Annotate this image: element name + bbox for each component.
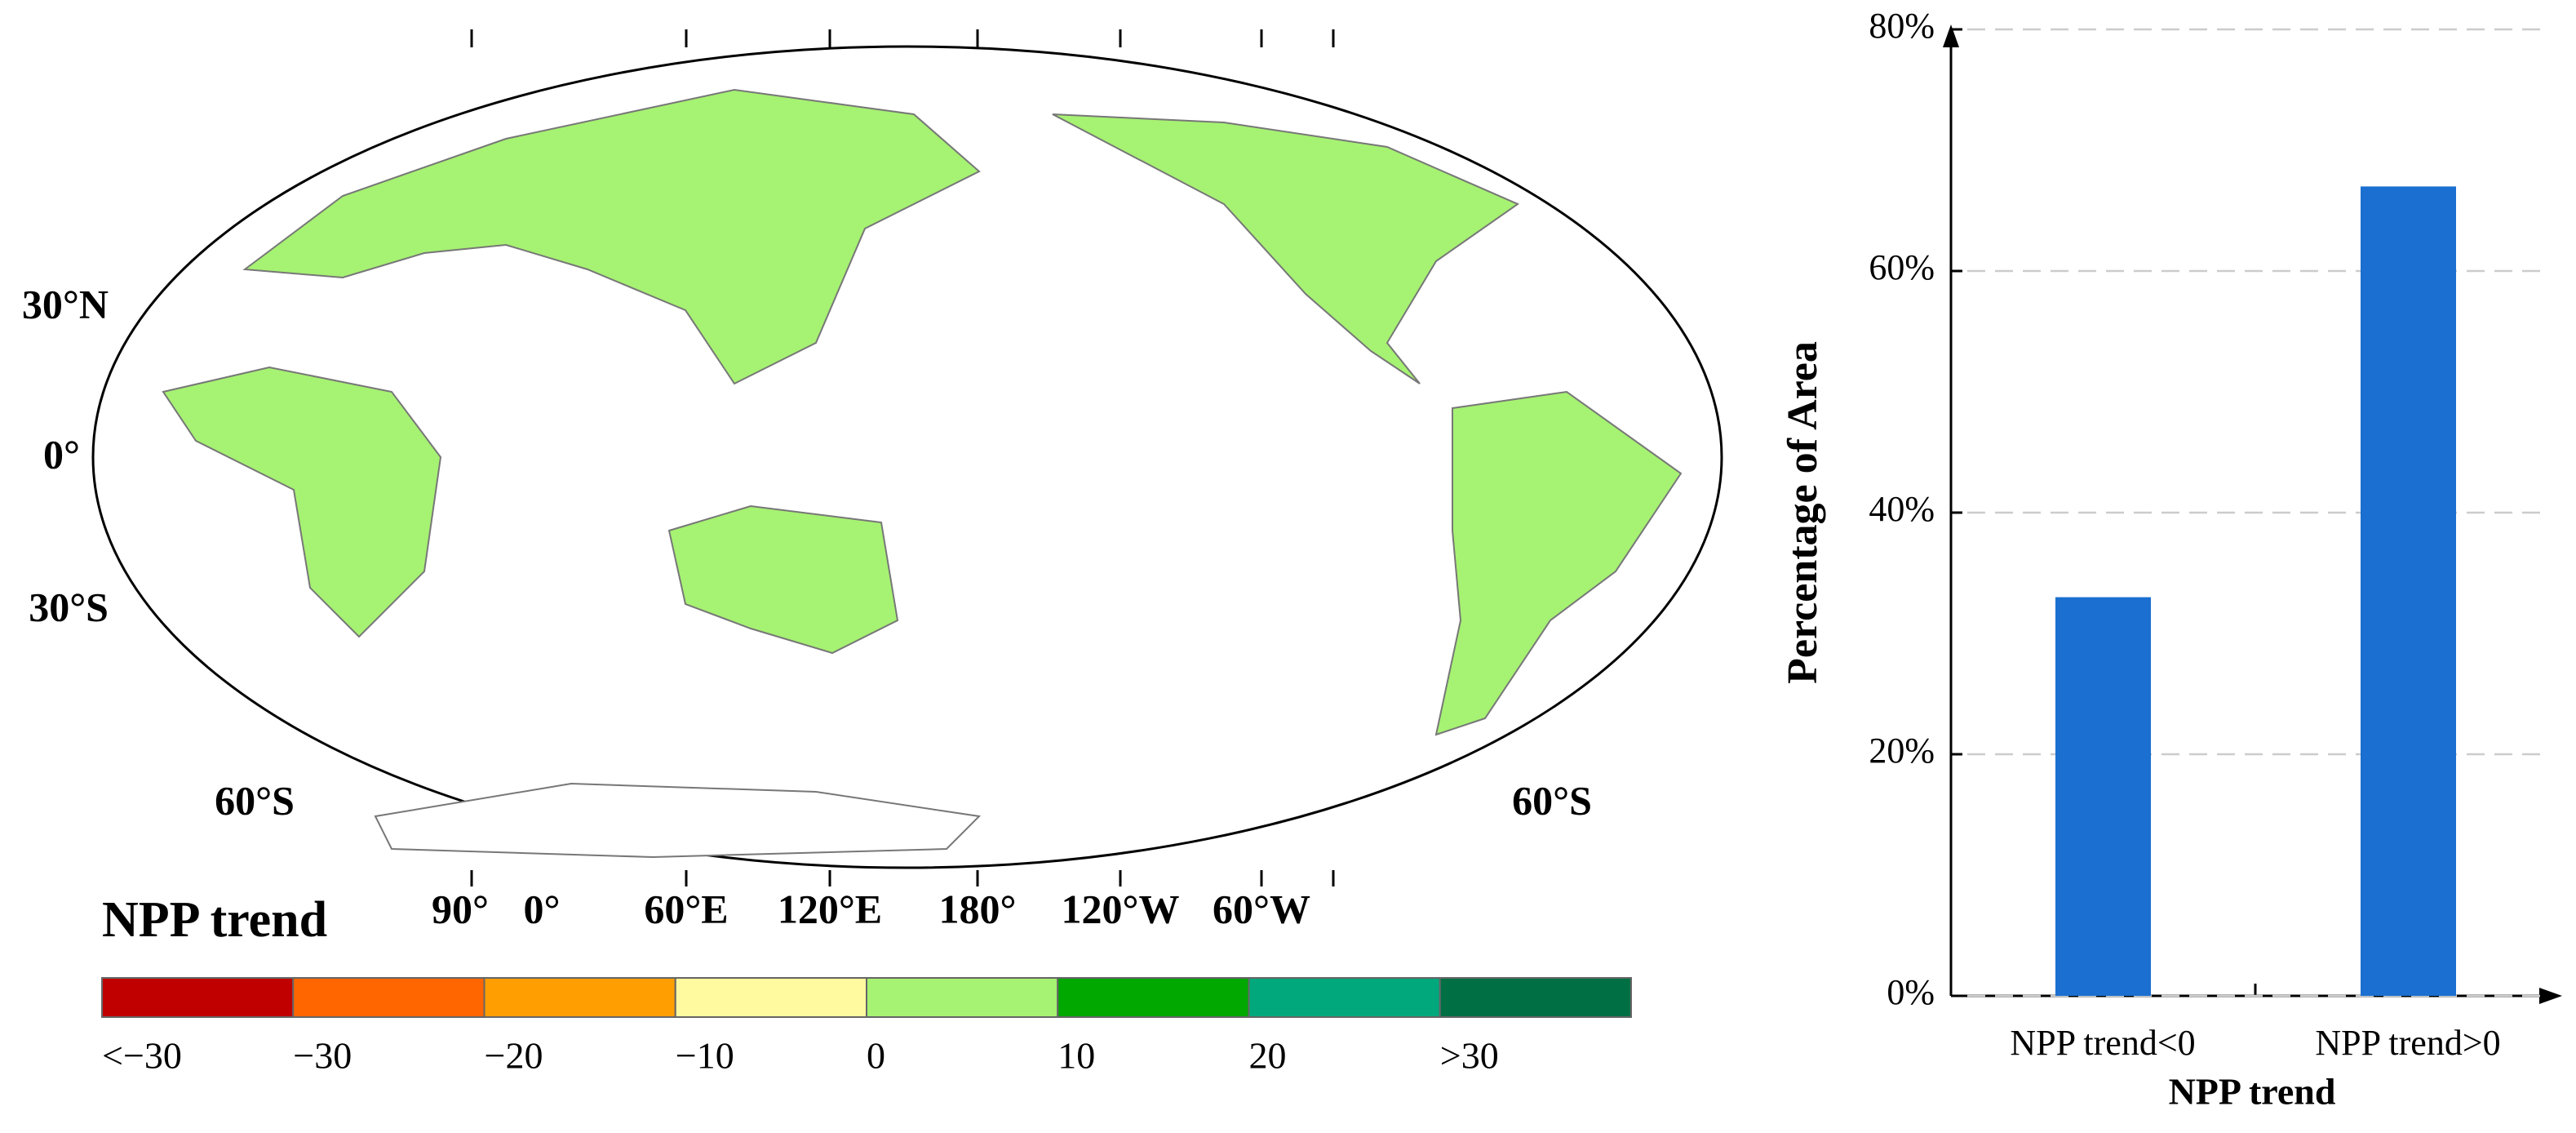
x-axis-arrow — [2539, 988, 2562, 1004]
colorbar-swatch — [483, 977, 676, 1018]
colorbar-label: −20 — [485, 1035, 543, 1077]
y-tick-label: 0% — [1887, 972, 1935, 1012]
colorbar-label: <−30 — [102, 1035, 182, 1077]
colorbar-label: >30 — [1440, 1035, 1499, 1077]
y-tick-label: 40% — [1869, 489, 1935, 529]
bar — [2361, 186, 2456, 996]
lat-label: 30°S — [29, 584, 109, 629]
colorbar-label: −30 — [293, 1035, 352, 1077]
colorbar-label: 10 — [1057, 1035, 1095, 1077]
x-tick-label: NPP trend<0 — [2010, 1023, 2195, 1063]
lon-label: 90° — [432, 886, 489, 931]
bar — [2055, 597, 2151, 996]
y-tick-label: 60% — [1869, 247, 1935, 287]
colorbar-label: 0 — [867, 1035, 885, 1077]
y-tick-label: 20% — [1869, 731, 1935, 771]
lat-label: 60°S — [1512, 777, 1592, 823]
legend-title: NPP trend — [102, 892, 327, 948]
map-ticks — [470, 29, 1335, 886]
lon-label: 180° — [939, 886, 1017, 931]
land — [162, 88, 1683, 859]
lon-label: 120°W — [1062, 886, 1180, 931]
lon-label: 60°E — [644, 886, 728, 931]
x-axis-label: NPP trend — [2169, 1071, 2336, 1113]
lon-label: 60°W — [1213, 886, 1310, 931]
lat-label: 30°N — [22, 281, 109, 327]
colorbar-swatch — [866, 977, 1059, 1018]
map-panel: NPP trend — [91, 29, 1723, 948]
y-tick-label: 80% — [1869, 6, 1935, 46]
colorbar-label: −10 — [676, 1035, 734, 1077]
y-axis-arrow — [1943, 24, 1959, 47]
x-tick-label: NPP trend>0 — [2315, 1023, 2500, 1063]
colorbar-swatch — [674, 977, 867, 1018]
lon-label: 0° — [524, 886, 561, 931]
colorbar-swatch — [101, 977, 295, 1018]
lat-label: 0° — [43, 431, 80, 477]
colorbar-swatch — [1057, 977, 1250, 1018]
colorbar-swatch — [1248, 977, 1441, 1018]
lat-label: 60°S — [215, 777, 295, 823]
colorbar-swatch — [1439, 977, 1632, 1018]
colorbar-swatch — [292, 977, 485, 1018]
lon-label: 120°E — [778, 886, 882, 931]
colorbar-label: 20 — [1249, 1035, 1287, 1077]
y-axis-label: Percentage of Area — [1780, 341, 1826, 684]
